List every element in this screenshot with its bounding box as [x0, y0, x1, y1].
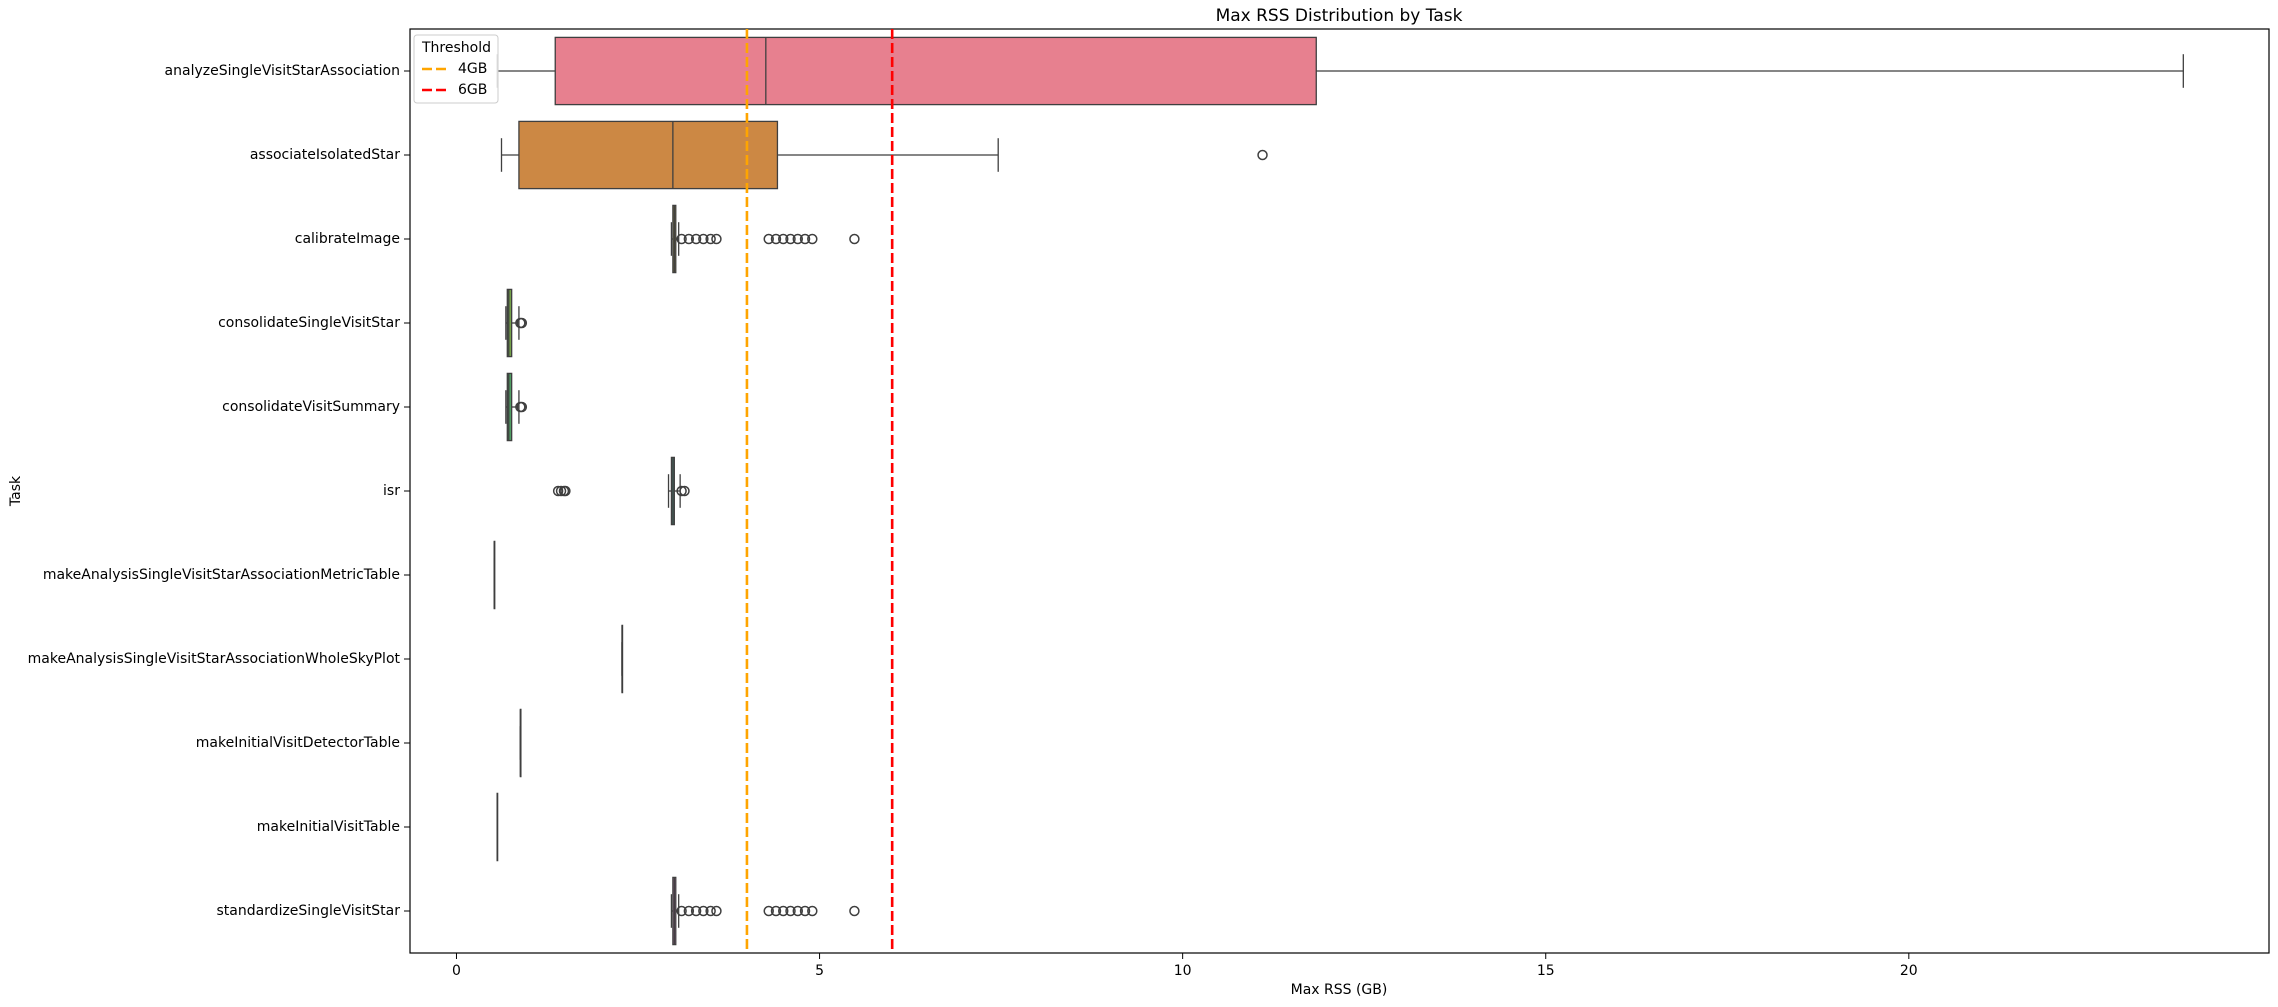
- outlier: [770, 233, 782, 245]
- outlier: [690, 233, 702, 245]
- x-axis-label: Max RSS (GB): [1291, 982, 1388, 998]
- legend-label: 4GB: [458, 61, 487, 77]
- outlier: [552, 485, 564, 497]
- outlier: [770, 905, 782, 917]
- outlier: [683, 233, 695, 245]
- y-tick-label: consolidateVisitSummary: [222, 399, 400, 415]
- y-tick-label: makeAnalysisSingleVisitStarAssociationWh…: [28, 651, 401, 667]
- outlier: [516, 317, 528, 329]
- outlier: [690, 905, 702, 917]
- y-tick-label: associateIsolatedStar: [250, 147, 400, 163]
- x-tick-label: 20: [1900, 963, 1918, 979]
- outlier: [778, 233, 789, 245]
- outlier: [807, 905, 818, 917]
- outlier: [849, 905, 860, 917]
- chart-title: Max RSS Distribution by Task: [1216, 6, 1463, 26]
- outlier: [778, 905, 789, 917]
- y-tick-label: standardizeSingleVisitStar: [216, 903, 400, 919]
- outlier: [1257, 149, 1268, 161]
- y-tick-label: consolidateSingleVisitStar: [218, 315, 400, 331]
- y-tick-label: makeAnalysisSingleVisitStarAssociationMe…: [43, 567, 400, 583]
- outlier: [799, 233, 811, 245]
- outlier: [698, 233, 709, 245]
- outlier: [560, 485, 571, 497]
- outlier: [792, 233, 804, 245]
- legend-box: [413, 34, 499, 104]
- x-tick-label: 5: [815, 963, 824, 979]
- x-tick-label: 15: [1537, 963, 1555, 979]
- x-tick-label: 10: [1174, 963, 1192, 979]
- y-tick-label: analyzeSingleVisitStarAssociation: [165, 63, 400, 79]
- box: [554, 36, 1317, 106]
- outlier: [792, 905, 804, 917]
- outlier: [849, 233, 860, 245]
- outlier: [705, 905, 716, 917]
- outlier: [711, 233, 722, 245]
- outlier: [516, 401, 528, 413]
- outlier: [676, 905, 687, 917]
- y-axis-label: Task: [8, 475, 24, 507]
- legend-title: Threshold: [421, 40, 491, 56]
- y-tick-label: isr: [383, 483, 400, 499]
- legend-label: 6GB: [458, 82, 487, 98]
- outlier: [705, 233, 716, 245]
- box: [506, 372, 513, 442]
- outlier: [711, 905, 722, 917]
- outlier: [763, 233, 774, 245]
- outlier: [785, 905, 796, 917]
- x-tick-label: 0: [452, 963, 461, 979]
- outlier: [555, 485, 567, 497]
- outlier: [679, 485, 690, 497]
- outlier: [676, 233, 687, 245]
- outlier: [683, 905, 695, 917]
- outlier: [763, 905, 774, 917]
- outlier: [698, 905, 709, 917]
- outlier: [807, 233, 818, 245]
- box: [506, 288, 513, 358]
- outlier: [676, 485, 687, 497]
- outlier: [785, 233, 796, 245]
- box: [518, 120, 779, 190]
- y-tick-label: calibrateImage: [295, 231, 400, 247]
- outlier: [799, 905, 811, 917]
- y-tick-label: makeInitialVisitTable: [257, 819, 400, 835]
- y-tick-label: makeInitialVisitDetectorTable: [196, 735, 400, 751]
